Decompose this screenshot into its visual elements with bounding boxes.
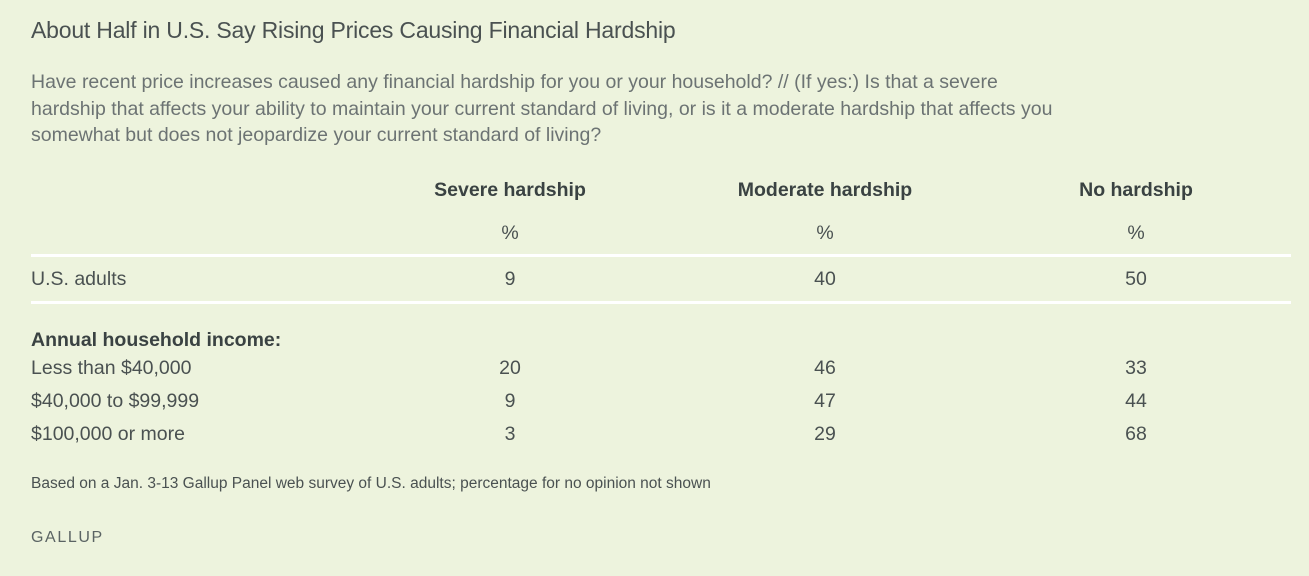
unit-none: % (981, 212, 1291, 257)
results-table: Severe hardship Moderate hardship No har… (31, 168, 1291, 451)
cell-value: 40 (669, 255, 981, 304)
unit-severe: % (351, 212, 669, 257)
header-moderate: Moderate hardship (737, 178, 913, 201)
row-label: Less than $40,000 (31, 357, 192, 379)
question-text: Have recent price increases caused any f… (31, 71, 1053, 146)
header-empty (31, 168, 351, 212)
cell-value: 33 (1125, 357, 1147, 379)
row-label: U.S. adults (31, 255, 351, 304)
group-header-row: Annual household income: (31, 303, 1291, 353)
header-none: No hardship (1079, 178, 1193, 201)
cell-value: 29 (814, 423, 836, 445)
table-row: Less than $40,000 20 46 33 (31, 352, 1291, 385)
column-header-row: Severe hardship Moderate hardship No har… (31, 168, 1291, 212)
unit-moderate: % (669, 212, 981, 257)
cell-value: 3 (504, 423, 516, 445)
units-empty (31, 212, 351, 257)
table-row: $40,000 to $99,999 9 47 44 (31, 385, 1291, 418)
cell-value: 20 (499, 357, 521, 379)
cell-value: 44 (1125, 390, 1147, 412)
table-row: $100,000 or more 3 29 68 (31, 418, 1291, 451)
units-row: % % % (31, 212, 1291, 257)
cell-value: 9 (504, 390, 516, 412)
group-label: Annual household income: (31, 329, 282, 351)
table-row: U.S. adults 9 40 50 (31, 255, 1291, 304)
row-label: $40,000 to $99,999 (31, 390, 200, 412)
source-note: Based on a Jan. 3-13 Gallup Panel web su… (31, 475, 711, 492)
cell-value: 46 (814, 357, 836, 379)
row-label: $100,000 or more (31, 423, 185, 445)
cell-value: 50 (981, 255, 1291, 304)
cell-value: 68 (1125, 423, 1147, 445)
cell-value: 9 (351, 255, 669, 304)
chart-title: About Half in U.S. Say Rising Prices Cau… (31, 17, 676, 43)
header-severe: Severe hardship (434, 178, 586, 201)
gallup-logo: GALLUP (31, 529, 104, 546)
cell-value: 47 (814, 390, 836, 412)
